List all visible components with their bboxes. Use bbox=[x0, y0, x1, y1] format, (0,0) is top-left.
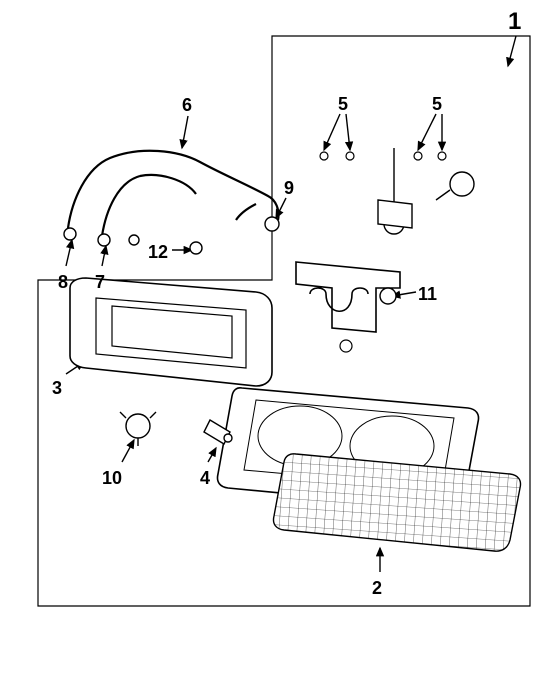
retainer-screws bbox=[320, 152, 446, 160]
harness-connectors bbox=[64, 217, 279, 254]
diagram-svg bbox=[0, 0, 547, 679]
callout-10: 10 bbox=[102, 468, 122, 489]
callout-9: 9 bbox=[284, 178, 294, 199]
callout-1: 1 bbox=[508, 8, 521, 36]
retainer-clip bbox=[380, 288, 396, 304]
callout-5: 5 bbox=[432, 94, 442, 115]
headlamp-housing bbox=[70, 278, 272, 386]
callout-6: 6 bbox=[182, 95, 192, 116]
callout-4: 4 bbox=[200, 468, 210, 489]
adjuster-assembly bbox=[378, 148, 412, 234]
callout-8: 8 bbox=[58, 272, 68, 293]
callout-12: 12 bbox=[148, 242, 168, 263]
callout-2: 2 bbox=[372, 578, 382, 599]
small-nut bbox=[340, 340, 352, 352]
bolt-adjuster bbox=[436, 172, 474, 200]
wire-harness bbox=[68, 151, 279, 236]
bulb-socket bbox=[120, 412, 156, 446]
parts-diagram: 1234556789101112 bbox=[0, 0, 547, 679]
callout-3: 3 bbox=[52, 378, 62, 399]
callout-11: 11 bbox=[418, 284, 437, 305]
callout-5: 5 bbox=[338, 94, 348, 115]
callout-7: 7 bbox=[95, 272, 105, 293]
headlamp-lens bbox=[273, 454, 520, 551]
